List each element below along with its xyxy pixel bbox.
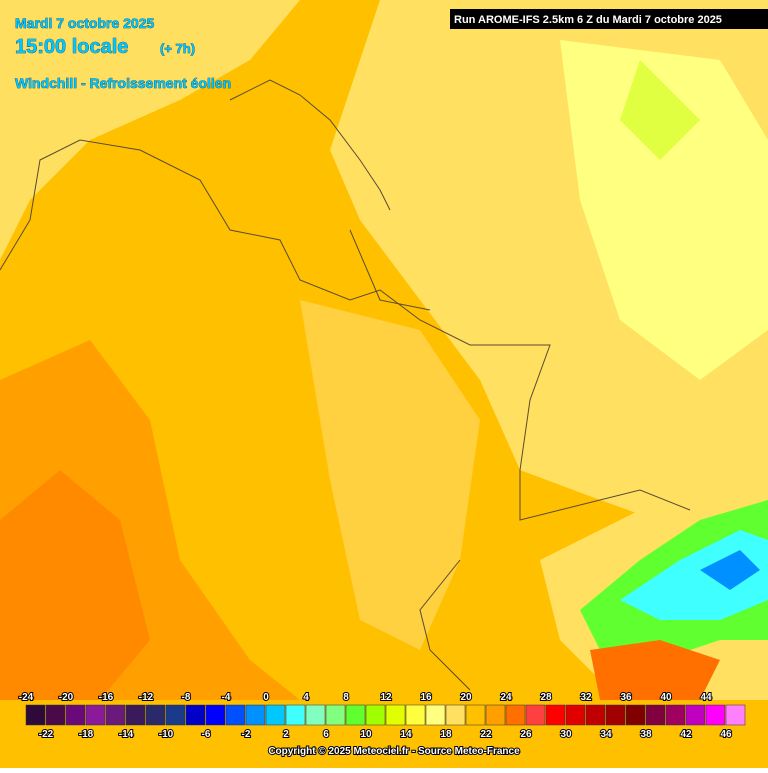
legend-swatch [105, 704, 126, 726]
legend-swatch [305, 704, 326, 726]
legend-swatch [445, 704, 466, 726]
copyright: Copyright © 2025 Meteociel.fr - Source M… [268, 746, 520, 757]
legend-label: -8 [182, 692, 191, 703]
legend-label: -4 [222, 692, 231, 703]
legend-swatch [185, 704, 206, 726]
legend-label: 28 [540, 692, 552, 703]
legend-swatch [345, 704, 366, 726]
legend-label: -18 [79, 729, 94, 740]
legend-swatch [225, 704, 246, 726]
legend-swatch [325, 704, 346, 726]
legend-swatch [285, 704, 306, 726]
date: Mardi 7 octobre 2025 [15, 15, 154, 31]
legend-swatch [65, 704, 86, 726]
legend-swatch [505, 704, 526, 726]
legend-swatch [265, 704, 286, 726]
legend-swatch [425, 704, 446, 726]
legend-label: -6 [202, 729, 211, 740]
legend-label: 12 [380, 692, 392, 703]
legend-swatch [365, 704, 386, 726]
legend-label: -2 [242, 729, 251, 740]
legend-label: 20 [460, 692, 472, 703]
legend-swatch [125, 704, 146, 726]
legend-label: -24 [19, 692, 34, 703]
legend-swatch [385, 704, 406, 726]
legend-label: 46 [720, 729, 732, 740]
legend-swatch [25, 704, 46, 726]
legend-swatch [645, 704, 666, 726]
header: Mardi 7 octobre 2025 15:00 locale (+ 7h)… [15, 9, 768, 91]
legend-label: 10 [360, 729, 372, 740]
legend-swatch [465, 704, 486, 726]
legend-label: 16 [420, 692, 432, 703]
legend-label: 32 [580, 692, 592, 703]
legend-label: 42 [680, 729, 692, 740]
legend-label: -14 [119, 729, 134, 740]
legend-swatch [665, 704, 686, 726]
legend-label: 38 [640, 729, 652, 740]
legend-swatch [705, 704, 726, 726]
legend-label: 14 [400, 729, 412, 740]
legend-label: -16 [99, 692, 114, 703]
legend-swatch [165, 704, 186, 726]
legend-swatch [625, 704, 646, 726]
run-info: Run AROME-IFS 2.5km 6 Z du Mardi 7 octob… [454, 14, 722, 26]
legend-swatch [145, 704, 166, 726]
legend-swatch [525, 704, 546, 726]
map-title: Windchill - Refroissement éolien [15, 75, 231, 91]
legend-label: -22 [39, 729, 54, 740]
legend-swatch [725, 704, 746, 726]
legend-label: 0 [263, 692, 269, 703]
legend-label: 26 [520, 729, 532, 740]
time: 15:00 locale [15, 36, 128, 58]
legend-swatch [85, 704, 106, 726]
legend-label: 40 [660, 692, 672, 703]
legend-label: 18 [440, 729, 452, 740]
legend-label: 30 [560, 729, 572, 740]
legend-swatch [245, 704, 266, 726]
legend-label: -12 [139, 692, 154, 703]
legend-label: 36 [620, 692, 632, 703]
legend-label: 4 [303, 692, 309, 703]
legend-swatch [585, 704, 606, 726]
legend-swatch [565, 704, 586, 726]
run-box [450, 9, 768, 29]
legend-label: 2 [283, 729, 289, 740]
legend-swatch [485, 704, 506, 726]
legend-label: 24 [500, 692, 512, 703]
legend-label: 44 [700, 692, 712, 703]
legend: -24-22-20-18-16-14-12-10-8-6-4-202468101… [18, 691, 746, 741]
legend-label: 22 [480, 729, 492, 740]
legend-swatch [685, 704, 706, 726]
legend-swatch [205, 704, 226, 726]
borders [0, 79, 691, 691]
legend-label: -10 [159, 729, 174, 740]
legend-label: 8 [343, 692, 349, 703]
legend-swatch [545, 704, 566, 726]
legend-label: 6 [323, 729, 329, 740]
legend-swatch [405, 704, 426, 726]
legend-swatch [45, 704, 66, 726]
legend-swatch [605, 704, 626, 726]
legend-label: -20 [59, 692, 74, 703]
offset: (+ 7h) [160, 41, 195, 56]
legend-label: 34 [600, 729, 612, 740]
